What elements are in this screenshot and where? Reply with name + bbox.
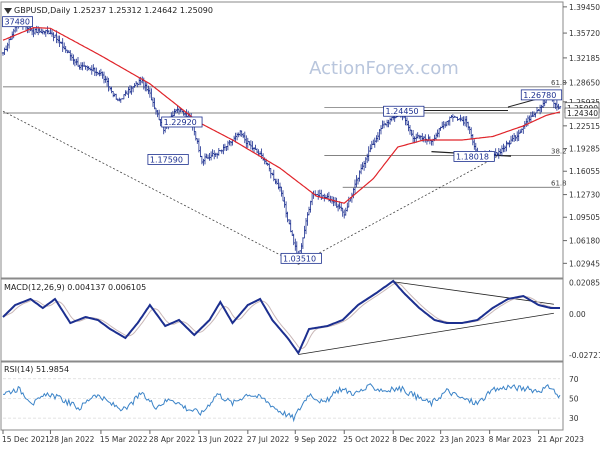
price-tick-label: 1.16055 xyxy=(569,167,600,176)
price-tick-label: 1.22515 xyxy=(569,122,600,131)
support-price-tag: 1.24340 xyxy=(567,109,598,118)
price-header: GBPUSD,Daily 1.25237 1.25312 1.24642 1.2… xyxy=(4,6,213,15)
macd-tick-label: 0.020858 xyxy=(569,279,600,288)
price-tick-label: 1.32185 xyxy=(569,54,600,63)
price-annotation: 1.18018 xyxy=(454,151,494,161)
annotation-label: 1.18018 xyxy=(456,152,489,161)
price-tick-label: 1.09505 xyxy=(569,213,600,222)
x-tick-label: 21 Apr 2023 xyxy=(538,435,585,444)
x-tick-label: 9 Sep 2022 xyxy=(294,435,337,444)
x-tick-label: 23 Jan 2023 xyxy=(440,435,485,444)
macd-header: MACD(12,26,9) 0.004137 0.006105 xyxy=(4,283,146,292)
price-annotation: 1.22920 xyxy=(162,117,202,127)
macd-tick-label: -0.027213 xyxy=(569,351,600,360)
rsi-axis-ticks: 70 50 30 xyxy=(569,375,579,423)
annotation-label: 1.03510 xyxy=(283,254,316,263)
x-tick-label: 8 Dec 2022 xyxy=(392,435,435,444)
price-tick-label: 1.28650 xyxy=(569,79,600,88)
x-tick-label: 8 Mar 2023 xyxy=(489,435,532,444)
price-tick-label: 1.12730 xyxy=(569,191,600,200)
x-tick-label: 15 Mar 2022 xyxy=(100,435,148,444)
instrument-label: GBPUSD,Daily xyxy=(14,6,71,15)
price-tick-label: 1.39450 xyxy=(569,3,600,12)
price-annotation: 1.26780 xyxy=(521,90,561,100)
price-tick-label: 1.06180 xyxy=(569,237,600,246)
annotation-label: 1.24450 xyxy=(386,107,419,116)
price-tags: 1.250901.24340 xyxy=(565,103,599,118)
annotation-label: 1.22920 xyxy=(164,118,197,127)
rsi-tick-label: 30 xyxy=(569,414,579,423)
annotation-label: 37480 xyxy=(5,18,30,27)
price-annotation: 37480 xyxy=(3,17,33,27)
price-tick-label: 1.35720 xyxy=(569,29,600,38)
watermark-text: ActionForex.com xyxy=(309,58,459,79)
price-annotation: 1.17590 xyxy=(148,154,188,164)
ohlc-label: 1.25237 1.25312 1.24642 1.25090 xyxy=(73,6,213,15)
x-tick-label: 28 Jan 2022 xyxy=(49,435,94,444)
fib-label: 61.8 xyxy=(551,179,567,187)
annotation-label: 1.17590 xyxy=(150,155,183,164)
x-tick-label: 27 Jul 2022 xyxy=(247,435,290,444)
x-tick-label: 13 Jun 2022 xyxy=(198,435,243,444)
price-annotation: 1.24450 xyxy=(384,106,424,116)
x-tick-label: 28 Apr 2022 xyxy=(149,435,196,444)
rsi-header: RSI(14) 51.9854 xyxy=(4,365,69,374)
rsi-tick-label: 50 xyxy=(569,394,579,403)
x-tick-label: 25 Oct 2022 xyxy=(343,435,390,444)
rsi-tick-label: 70 xyxy=(569,375,579,384)
price-annotation: 1.03510 xyxy=(281,253,321,263)
x-tick-label: 15 Dec 2021 xyxy=(2,435,50,444)
price-tick-label: 1.19285 xyxy=(569,145,600,154)
annotation-label: 1.26780 xyxy=(523,91,556,100)
macd-tick-label: 0.00 xyxy=(569,310,586,319)
price-tick-label: 1.02945 xyxy=(569,259,600,268)
